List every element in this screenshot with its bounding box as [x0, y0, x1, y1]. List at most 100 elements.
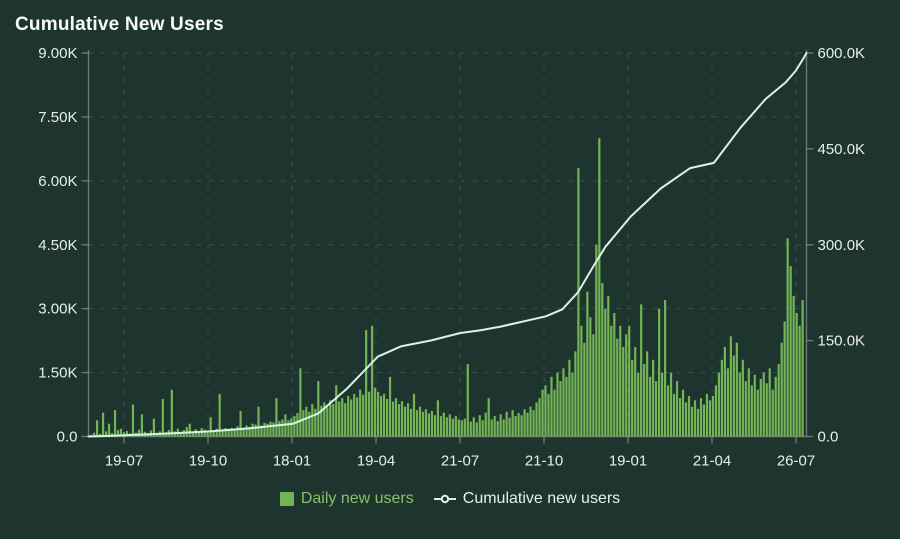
daily-new-users-bar: [523, 409, 526, 437]
daily-new-users-bar: [463, 418, 466, 437]
daily-new-users-bar: [212, 430, 215, 437]
daily-new-users-bar: [637, 372, 640, 437]
daily-new-users-bar: [400, 401, 404, 437]
daily-new-users-bar: [442, 412, 445, 437]
daily-new-users-bar: [526, 412, 529, 437]
daily-new-users-bar: [547, 393, 550, 437]
daily-new-users-bar: [756, 389, 759, 437]
left-axis-tick-label: 3.00K: [38, 301, 77, 318]
daily-new-users-bar: [131, 404, 135, 437]
daily-new-users-bar: [388, 376, 392, 437]
daily-new-users-bar: [508, 417, 511, 437]
right-axis-tick-label: 300.0K: [818, 237, 866, 254]
x-axis-tick-label: 26-07: [777, 453, 815, 470]
x-axis-tick-label: 19-10: [189, 453, 227, 470]
daily-new-users-bar: [305, 406, 308, 437]
daily-new-users-bar: [248, 426, 251, 437]
x-axis-tick-label: 21-04: [693, 453, 731, 470]
legend-item-daily-new-users[interactable]: Daily new users: [279, 490, 414, 508]
daily-new-users-bar: [571, 372, 574, 437]
legend-item-cumulative-new-users[interactable]: Cumulative new users: [433, 490, 620, 508]
daily-new-users-bar: [317, 381, 320, 437]
daily-new-users-bar: [421, 411, 425, 437]
daily-new-users-bar: [368, 391, 371, 437]
daily-new-users-bar: [499, 414, 502, 437]
daily-new-users-bar: [529, 406, 532, 437]
daily-new-users-bar: [403, 406, 407, 437]
daily-new-users-bar: [329, 400, 332, 437]
daily-new-users-bar: [161, 399, 164, 437]
daily-new-users-bar: [678, 398, 682, 437]
daily-new-users-bar: [430, 410, 434, 437]
daily-new-users-bar: [406, 403, 410, 437]
daily-new-users-bar: [699, 398, 703, 437]
daily-new-users-bar: [487, 398, 490, 437]
daily-new-users-bar: [795, 312, 798, 437]
daily-new-users-bar: [448, 414, 451, 437]
daily-new-users-bar: [759, 378, 762, 437]
daily-new-users-bar: [771, 389, 774, 437]
daily-new-users-bar: [302, 410, 305, 437]
chart-title: Cumulative New Users: [15, 14, 224, 35]
daily-new-users-bar: [777, 364, 780, 437]
daily-new-users-bar: [125, 430, 129, 437]
daily-new-users-bar: [517, 413, 520, 437]
daily-new-users-bar: [101, 412, 105, 437]
left-axis-tick-label: 4.50K: [38, 237, 77, 254]
left-axis-tick-label: 1.50K: [38, 365, 77, 382]
daily-new-users-bar: [559, 381, 562, 437]
daily-new-users-bar: [224, 427, 227, 437]
daily-new-users-bar: [418, 406, 422, 437]
daily-new-users-bar: [209, 417, 212, 437]
daily-new-users-bar: [326, 407, 329, 437]
daily-new-users-bar: [595, 244, 598, 437]
daily-new-users-bar: [619, 325, 622, 437]
daily-new-users-bar: [379, 396, 383, 437]
daily-new-users-bar: [693, 400, 697, 437]
daily-new-users-bar: [338, 401, 341, 437]
daily-new-users-bar: [640, 304, 643, 437]
daily-new-users-bar: [454, 416, 457, 437]
daily-new-users-bar: [666, 385, 670, 437]
daily-new-users-bar: [290, 418, 293, 437]
x-axis-tick-label: 21-07: [441, 453, 479, 470]
daily-new-users-bar: [798, 325, 801, 437]
daily-new-users-bar: [433, 415, 436, 437]
daily-new-users-bar: [750, 385, 753, 437]
daily-new-users-bar: [520, 415, 523, 437]
daily-new-users-bar: [655, 381, 658, 437]
daily-new-users-bar: [260, 425, 263, 437]
right-axis-tick-label: 150.0K: [818, 333, 866, 350]
daily-new-users-bar: [104, 431, 108, 437]
daily-new-users-bar: [254, 424, 257, 437]
daily-new-users-bar: [233, 428, 236, 437]
daily-new-users-bar: [646, 351, 649, 437]
daily-new-users-bar: [610, 325, 613, 437]
daily-new-users-bar: [353, 393, 356, 437]
daily-new-users-bar: [631, 359, 634, 437]
daily-new-users-bar: [227, 429, 230, 437]
daily-new-users-bar: [191, 431, 194, 437]
daily-new-users-bar: [586, 291, 589, 437]
right-axis-tick-label: 0.0: [818, 429, 839, 446]
daily-new-users-bar: [269, 421, 272, 437]
daily-new-users-bar: [496, 421, 499, 437]
daily-new-users-bar: [684, 402, 688, 437]
daily-new-users-bar: [371, 325, 374, 437]
daily-new-users-bar: [445, 417, 448, 437]
daily-new-users-bar: [592, 334, 595, 437]
daily-new-users-bar: [257, 406, 260, 437]
daily-new-users-bar: [308, 411, 311, 437]
daily-new-users-bar: [735, 342, 738, 437]
daily-new-users-bar: [649, 376, 652, 437]
daily-new-users-bar: [786, 238, 789, 437]
daily-new-users-bar: [675, 381, 679, 437]
daily-new-users-bar: [705, 393, 709, 437]
bar-series-swatch-icon: [279, 492, 294, 506]
daily-new-users-bar: [424, 409, 428, 437]
daily-new-users-bar: [427, 413, 431, 437]
daily-new-users-bar: [263, 422, 266, 437]
daily-new-users-bar: [436, 400, 439, 437]
daily-new-users-bar: [568, 359, 571, 437]
left-axis-tick-label: 7.50K: [38, 109, 77, 126]
